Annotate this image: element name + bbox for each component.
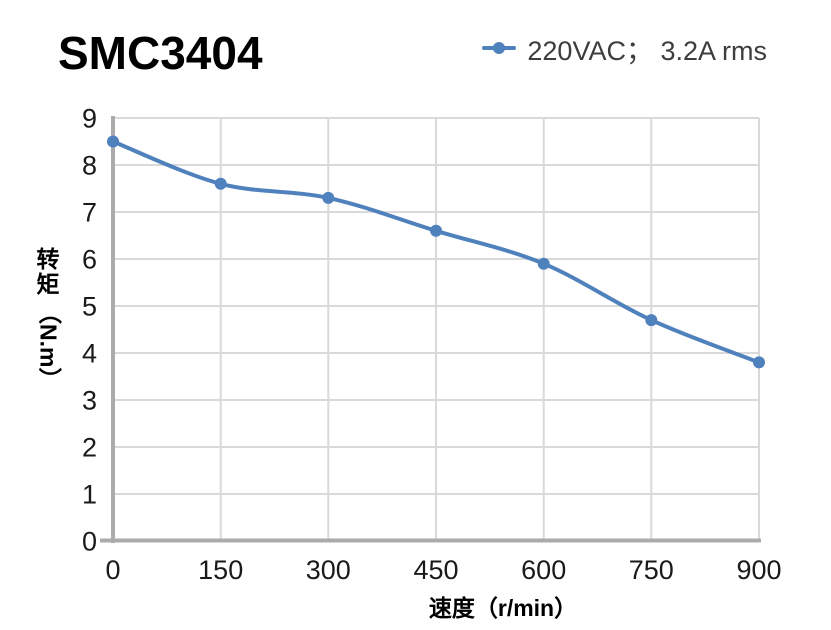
y-axis-title: 转 矩 （N.m）: [35, 247, 61, 390]
y-tick-label: 0: [82, 527, 97, 557]
data-point: [645, 314, 658, 327]
y-axis-title-unit: （N.m）: [35, 300, 62, 391]
data-point: [430, 224, 442, 237]
data-point: [322, 191, 335, 204]
y-tick-label: 5: [82, 292, 97, 322]
x-tick-label: 600: [521, 555, 566, 585]
y-axis-title-char: 转: [36, 246, 60, 272]
data-point: [107, 135, 119, 148]
legend-line-marker-icon: [482, 42, 517, 54]
y-tick-label: 9: [82, 104, 97, 134]
y-tick-label: 4: [82, 339, 97, 369]
x-tick-labels: 0 150 300 450 600 750 900: [105, 555, 781, 585]
y-tick-label: 2: [82, 433, 97, 463]
grid-lines: [113, 117, 760, 541]
y-tick-label: 3: [82, 386, 97, 416]
data-point: [753, 356, 765, 369]
x-tick-label: 150: [198, 555, 243, 585]
y-tick-label: 1: [82, 480, 97, 510]
y-tick-label: 7: [82, 198, 97, 228]
x-tick-label: 750: [629, 555, 674, 585]
y-tick-labels: 0 1 2 3 4 5 6 7 8 9: [82, 104, 97, 557]
series-points: [107, 135, 765, 369]
legend-label: 220VAC； 3.2A rms: [527, 35, 767, 66]
x-tick-label: 300: [306, 555, 351, 585]
legend: 220VAC； 3.2A rms: [482, 33, 767, 66]
y-axis-title-char: 矩: [36, 270, 60, 297]
x-tick-label: 900: [736, 555, 781, 585]
x-tick-label: 450: [413, 555, 458, 585]
chart-title: SMC3404: [58, 27, 263, 79]
data-point: [214, 177, 227, 190]
legend-marker-dot: [493, 42, 506, 54]
x-tick-label: 0: [105, 555, 120, 585]
x-axis-title: 速度（r/min）: [428, 595, 578, 621]
y-tick-label: 8: [82, 151, 97, 181]
data-point: [537, 257, 550, 270]
y-tick-label: 6: [82, 245, 97, 275]
